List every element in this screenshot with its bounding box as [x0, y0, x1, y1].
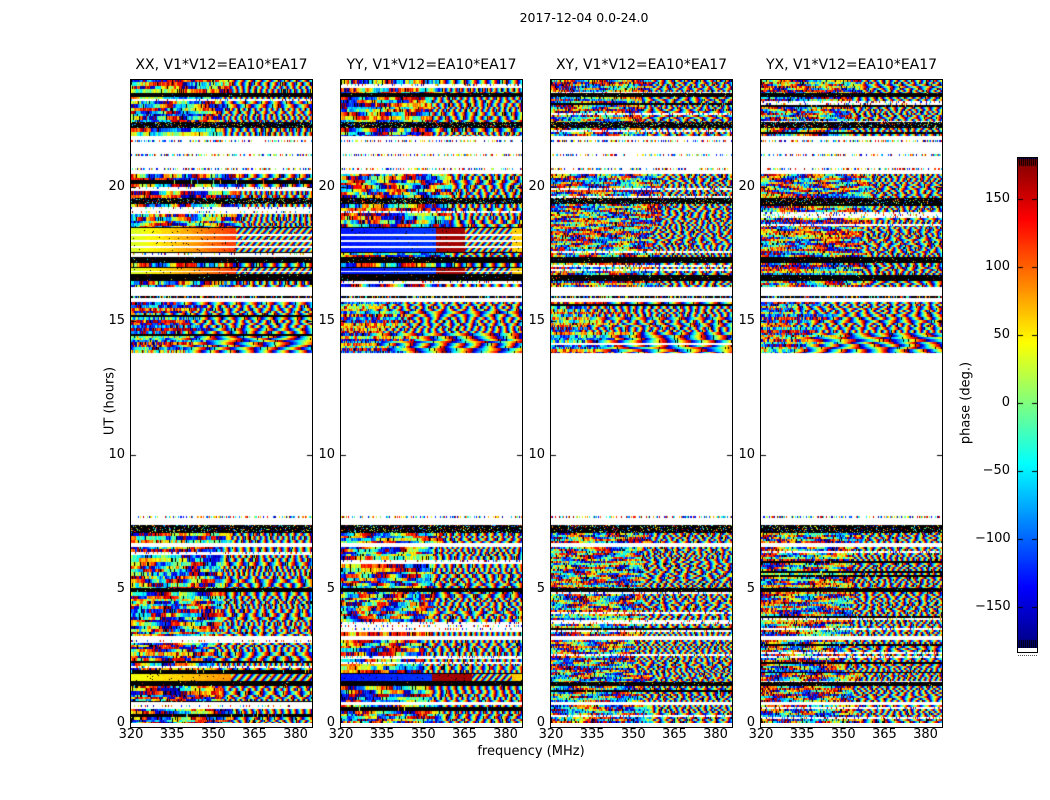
- x-tick-label: 365: [871, 727, 897, 742]
- x-tick-label: 335: [579, 727, 605, 742]
- colorbar-underline: [1018, 655, 1037, 656]
- heatmap-panel-xx: [130, 79, 313, 728]
- y-tick-label: 0: [326, 715, 335, 730]
- y-axis-label: UT (hours): [102, 366, 118, 436]
- figure-title: 2017-12-04 0.0-24.0: [519, 10, 649, 25]
- heatmap-canvas-xx: [131, 80, 312, 723]
- y-tick-label: 15: [528, 313, 545, 329]
- colorbar-tick-label: −100: [975, 531, 1011, 547]
- y-tick-label: 20: [738, 179, 755, 195]
- panel-title-xx: XX, V1*V12=EA10*EA17: [135, 57, 308, 73]
- y-tick-label: 10: [738, 447, 755, 463]
- colorbar-tick-label: 50: [993, 326, 1010, 342]
- x-tick-label: 365: [451, 727, 477, 742]
- x-tick-label: 350: [200, 727, 226, 742]
- x-tick-label: 350: [410, 727, 436, 742]
- colorbar-tick-label: 0: [1001, 395, 1010, 410]
- y-tick-label: 5: [116, 581, 125, 597]
- colorbar-canvas: [1018, 158, 1037, 648]
- x-tick-label: 380: [283, 727, 308, 742]
- panel-title-yy: YY, V1*V12=EA10*EA17: [346, 57, 517, 73]
- y-tick-label: 5: [536, 581, 545, 597]
- colorbar-tick-label: −150: [975, 599, 1011, 615]
- x-tick-label: 320: [328, 727, 354, 742]
- x-tick-label: 335: [789, 727, 815, 742]
- y-tick-label: 0: [536, 715, 545, 730]
- heatmap-panel-xy: [550, 79, 733, 728]
- x-tick-label: 350: [620, 727, 646, 742]
- heatmap-panel-yx: [760, 79, 943, 728]
- x-tick-label: 380: [703, 727, 728, 742]
- y-tick-label: 15: [318, 313, 335, 329]
- y-tick-label: 20: [528, 179, 545, 195]
- heatmap-canvas-yy: [341, 80, 522, 723]
- heatmap-panel-yy: [340, 79, 523, 728]
- colorbar: [1017, 157, 1038, 653]
- x-tick-label: 335: [369, 727, 395, 742]
- y-tick-label: 10: [108, 447, 125, 463]
- x-tick-label: 350: [830, 727, 856, 742]
- colorbar-tick-label: −50: [982, 463, 1010, 479]
- colorbar-tick-label: 150: [985, 190, 1010, 206]
- x-tick-label: 320: [118, 727, 144, 742]
- y-tick-label: 10: [318, 447, 335, 463]
- y-tick-label: 0: [746, 715, 755, 730]
- heatmap-canvas-xy: [551, 80, 732, 723]
- x-axis-label: frequency (MHz): [477, 744, 585, 759]
- colorbar-tick-label: 100: [985, 258, 1010, 274]
- x-tick-label: 320: [538, 727, 564, 742]
- x-tick-label: 380: [493, 727, 518, 742]
- x-tick-label: 365: [661, 727, 687, 742]
- x-tick-label: 335: [159, 727, 185, 742]
- panel-title-xy: XY, V1*V12=EA10*EA17: [555, 57, 728, 73]
- x-tick-label: 380: [913, 727, 938, 742]
- y-tick-label: 10: [528, 447, 545, 463]
- y-tick-label: 5: [746, 581, 755, 597]
- y-tick-label: 15: [108, 313, 125, 329]
- y-tick-label: 20: [108, 179, 125, 195]
- y-tick-label: 15: [738, 313, 755, 329]
- y-tick-label: 0: [116, 715, 125, 730]
- heatmap-canvas-yx: [761, 80, 942, 723]
- colorbar-label: phase (deg.): [958, 361, 974, 445]
- y-tick-label: 20: [318, 179, 335, 195]
- y-tick-label: 5: [326, 581, 335, 597]
- x-tick-label: 320: [748, 727, 774, 742]
- x-tick-label: 365: [241, 727, 267, 742]
- panel-title-yx: YX, V1*V12=EA10*EA17: [765, 57, 938, 73]
